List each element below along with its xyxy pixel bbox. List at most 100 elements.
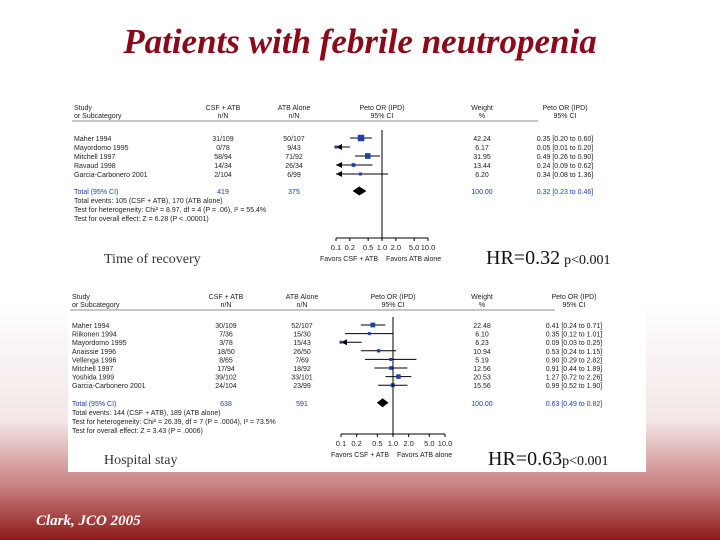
favors-left: Favors CSF + ATB (331, 452, 389, 459)
header-study: Study (72, 294, 90, 301)
x-tick-label: 1.0 (377, 243, 387, 252)
study-csf: 14/34 (214, 163, 232, 170)
favors-left: Favors CSF + ATB (320, 256, 378, 263)
study-csf: 0/78 (216, 145, 230, 152)
header-peto-right: Peto OR (IPD) (551, 294, 596, 301)
study-name: Anaissie 1996 (72, 349, 116, 356)
footnote: Total events: 105 (CSF + ATB), 170 (ATB … (74, 198, 223, 205)
x-tick-label: 0.1 (336, 439, 346, 448)
study-atb: 52/107 (291, 323, 313, 330)
study-point (334, 145, 338, 149)
x-tick-label: 2.0 (391, 243, 401, 252)
study-or-ci: 0.24 [0.09 to 0.62] (537, 163, 593, 170)
forest-plot-hospital-stay: Study or Subcategory CSF + ATB n/N ATB Alone… (68, 284, 646, 472)
hr-hospital-value: HR=0.63 (488, 448, 563, 470)
x-tick-label: 0.2 (345, 243, 355, 252)
header-weight: Weight (471, 105, 493, 112)
study-weight: 22.48 (473, 323, 491, 330)
study-csf: 7/36 (219, 332, 233, 339)
study-weight: 6.10 (475, 332, 489, 339)
header-ci-right: 95% CI (563, 302, 586, 309)
study-weight: 10.94 (473, 349, 491, 356)
total-or-ci: 0.32 [0.23 to 0.46] (537, 189, 593, 196)
total-weight: 100.00 (471, 401, 493, 408)
header-atb-nN: n/N (297, 302, 308, 309)
study-atb: 71/92 (285, 154, 303, 161)
study-atb: 15/30 (293, 332, 311, 339)
slide-title: Patients with febrile neutropenia (123, 22, 597, 61)
study-csf: 8/65 (219, 357, 233, 364)
total-atb: 591 (296, 401, 308, 408)
hr-recovery-value: HR=0.32 (486, 247, 561, 269)
study-point (351, 163, 356, 167)
study-or-ci: 0.91 [0.44 to 1.89] (546, 366, 602, 373)
x-tick-label: 2.0 (403, 439, 413, 448)
study-or-ci: 0.53 [0.24 to 1.15] (546, 349, 602, 356)
header-pct: % (479, 113, 485, 120)
total-diamond (352, 186, 367, 196)
study-csf: 58/94 (214, 154, 232, 161)
study-csf: 31/109 (212, 136, 234, 143)
hr-recovery-p: p<0.001 (564, 253, 611, 268)
study-name: Vellenga 1996 (72, 357, 116, 364)
study-weight: 20.53 (473, 375, 491, 382)
study-atb: 23/99 (293, 383, 311, 390)
study-atb: 33/101 (291, 375, 313, 382)
total-label: Total (95% CI) (72, 401, 116, 408)
x-tick-label: 0.5 (363, 243, 373, 252)
header-csf-nN: n/N (218, 113, 229, 120)
footnote: Test for overall effect: Z = 6.28 (P < .… (74, 216, 209, 223)
x-tick-label: 0.1 (331, 243, 341, 252)
study-atb: 9/43 (287, 145, 301, 152)
study-or-ci: 0.35 [0.20 to 0.60] (537, 136, 593, 143)
study-atb: 7/69 (295, 357, 309, 364)
header-csf: CSF + ATB (206, 105, 241, 112)
study-csf: 30/109 (215, 323, 237, 330)
study-csf: 17/94 (217, 366, 235, 373)
study-csf: 24/104 (215, 383, 237, 390)
study-or-ci: 0.41 [0.24 to 0.71] (546, 323, 602, 330)
header-pct: % (479, 302, 485, 309)
hr-hospital-p: p<0.001 (562, 454, 609, 469)
hr-recovery: HR=0.32 p<0.001 (486, 247, 610, 270)
study-point (367, 332, 371, 336)
header-csf: CSF + ATB (209, 294, 244, 301)
study-atb: 50/107 (283, 136, 305, 143)
header-subcategory: or Subcategory (72, 302, 120, 309)
study-csf: 2/104 (214, 172, 232, 179)
study-atb: 15/43 (293, 340, 311, 347)
study-csf: 18/50 (217, 349, 235, 356)
header-ci-right: 95% CI (554, 113, 577, 120)
study-csf: 3/78 (219, 340, 233, 347)
total-csf: 419 (217, 189, 229, 196)
study-name: Mitchell 1997 (74, 154, 115, 161)
study-ci-arrow (336, 144, 342, 150)
x-tick-label: 1.0 (388, 439, 398, 448)
total-label: Total (95% CI) (74, 189, 118, 196)
x-tick-label: 0.5 (372, 439, 382, 448)
header-csf-nN: n/N (221, 302, 232, 309)
total-diamond (376, 398, 389, 408)
study-weight: 42.24 (473, 136, 491, 143)
study-weight: 15.56 (473, 383, 491, 390)
study-name: Maher 1994 (74, 136, 111, 143)
total-or-ci: 0.63 [0.49 to 0.82] (546, 401, 602, 408)
caption-recovery: Time of recovery (104, 252, 201, 267)
x-tick-label: 5.0 (409, 243, 419, 252)
study-ci-arrow (341, 339, 347, 346)
study-weight: 6.17 (475, 145, 489, 152)
favors-right: Favors ATB alone (397, 452, 452, 459)
forest-plot-recovery: Study or Subcategory CSF + ATB n/N ATB Alone… (72, 96, 636, 270)
study-or-ci: 0.90 [0.29 to 2.82] (546, 357, 602, 364)
x-tick-label: 10.0 (438, 439, 453, 448)
study-point (370, 322, 376, 328)
footnote: Test for overall effect: Z = 3.43 (P = .… (72, 428, 203, 435)
study-point (358, 172, 362, 176)
footnote: Total events: 144 (CSF + ATB), 189 (ATB … (72, 410, 221, 417)
header-ci: 95% CI (382, 302, 405, 309)
header-peto: Peto OR (IPD) (370, 294, 415, 301)
header-atb: ATB Alone (286, 294, 319, 301)
total-weight: 100.00 (471, 189, 493, 196)
study-or-ci: 0.35 [0.12 to 1.01] (546, 332, 602, 339)
